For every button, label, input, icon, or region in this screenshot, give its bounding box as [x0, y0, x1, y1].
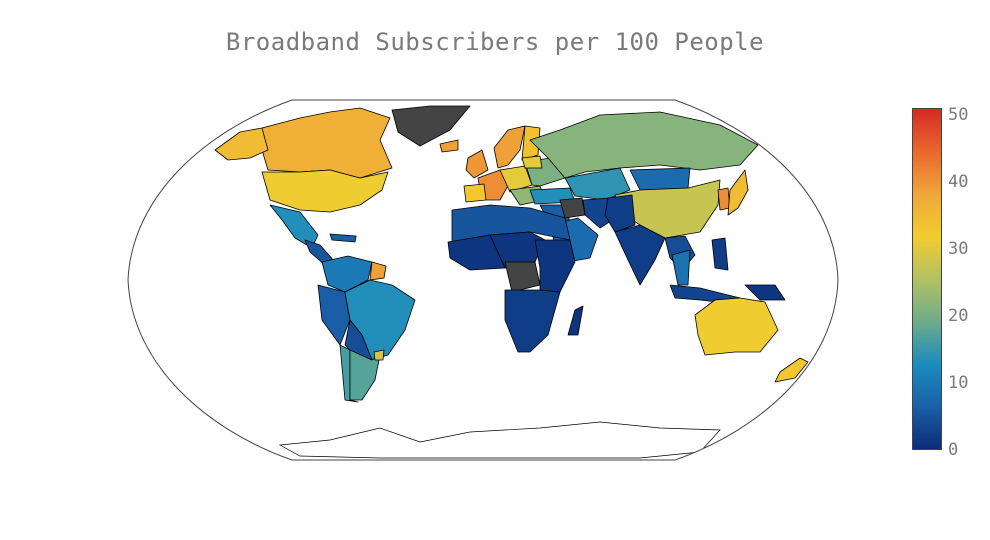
colorbar-tick-label: 40	[948, 172, 969, 192]
map-region-drc	[504, 261, 541, 293]
map-region-argentina	[349, 349, 381, 401]
map-region-australia	[694, 297, 779, 356]
map-region-east-africa	[534, 239, 576, 293]
colorbar-tick-label: 10	[948, 373, 969, 393]
map-region-chile	[339, 344, 359, 403]
map-region-korea	[717, 187, 731, 211]
colorbar-tick-label: 50	[948, 105, 969, 125]
map-region-greenland	[391, 105, 471, 147]
map-region-mongolia	[629, 167, 691, 191]
map-region-peru-ecuador	[317, 284, 351, 346]
map-region-philippines	[711, 237, 729, 271]
map-region-colombia-venezuela	[321, 255, 373, 293]
map-region-finland	[521, 125, 541, 161]
map-region-caribbean	[329, 233, 357, 243]
map-region-canada	[261, 107, 393, 179]
map-frame	[127, 99, 839, 461]
map-region-alaska	[214, 127, 269, 161]
map-region-southern-africa	[504, 289, 561, 353]
map-region-thailand-malaysia	[671, 249, 691, 286]
map-region-uk-ireland	[465, 149, 489, 179]
map-region-iceland	[439, 139, 459, 153]
colorbar-tick-label: 30	[948, 239, 969, 259]
map-title: Broadband Subscribers per 100 People	[225, 28, 765, 56]
map-region-afghanistan-pakistan	[604, 194, 636, 233]
map-region-usa	[261, 169, 389, 213]
map-region-guianas	[369, 261, 387, 281]
map-region-new-zealand	[774, 357, 809, 383]
map-region-madagascar	[567, 305, 584, 336]
map-region-antarctica	[278, 421, 721, 459]
map-region-uruguay	[373, 349, 385, 361]
map-region-syria-iraq	[559, 197, 586, 219]
map-region-japan	[727, 169, 749, 216]
map-region-papua	[744, 284, 786, 301]
colorbar-tick-label: 0	[948, 440, 959, 460]
map-region-india	[614, 224, 666, 286]
map-region-iberia	[463, 183, 487, 203]
colorbar	[912, 108, 942, 450]
colorbar-tick-label: 20	[948, 306, 969, 326]
map-region-scandinavia	[493, 125, 526, 169]
map-region-baltics	[521, 155, 543, 169]
